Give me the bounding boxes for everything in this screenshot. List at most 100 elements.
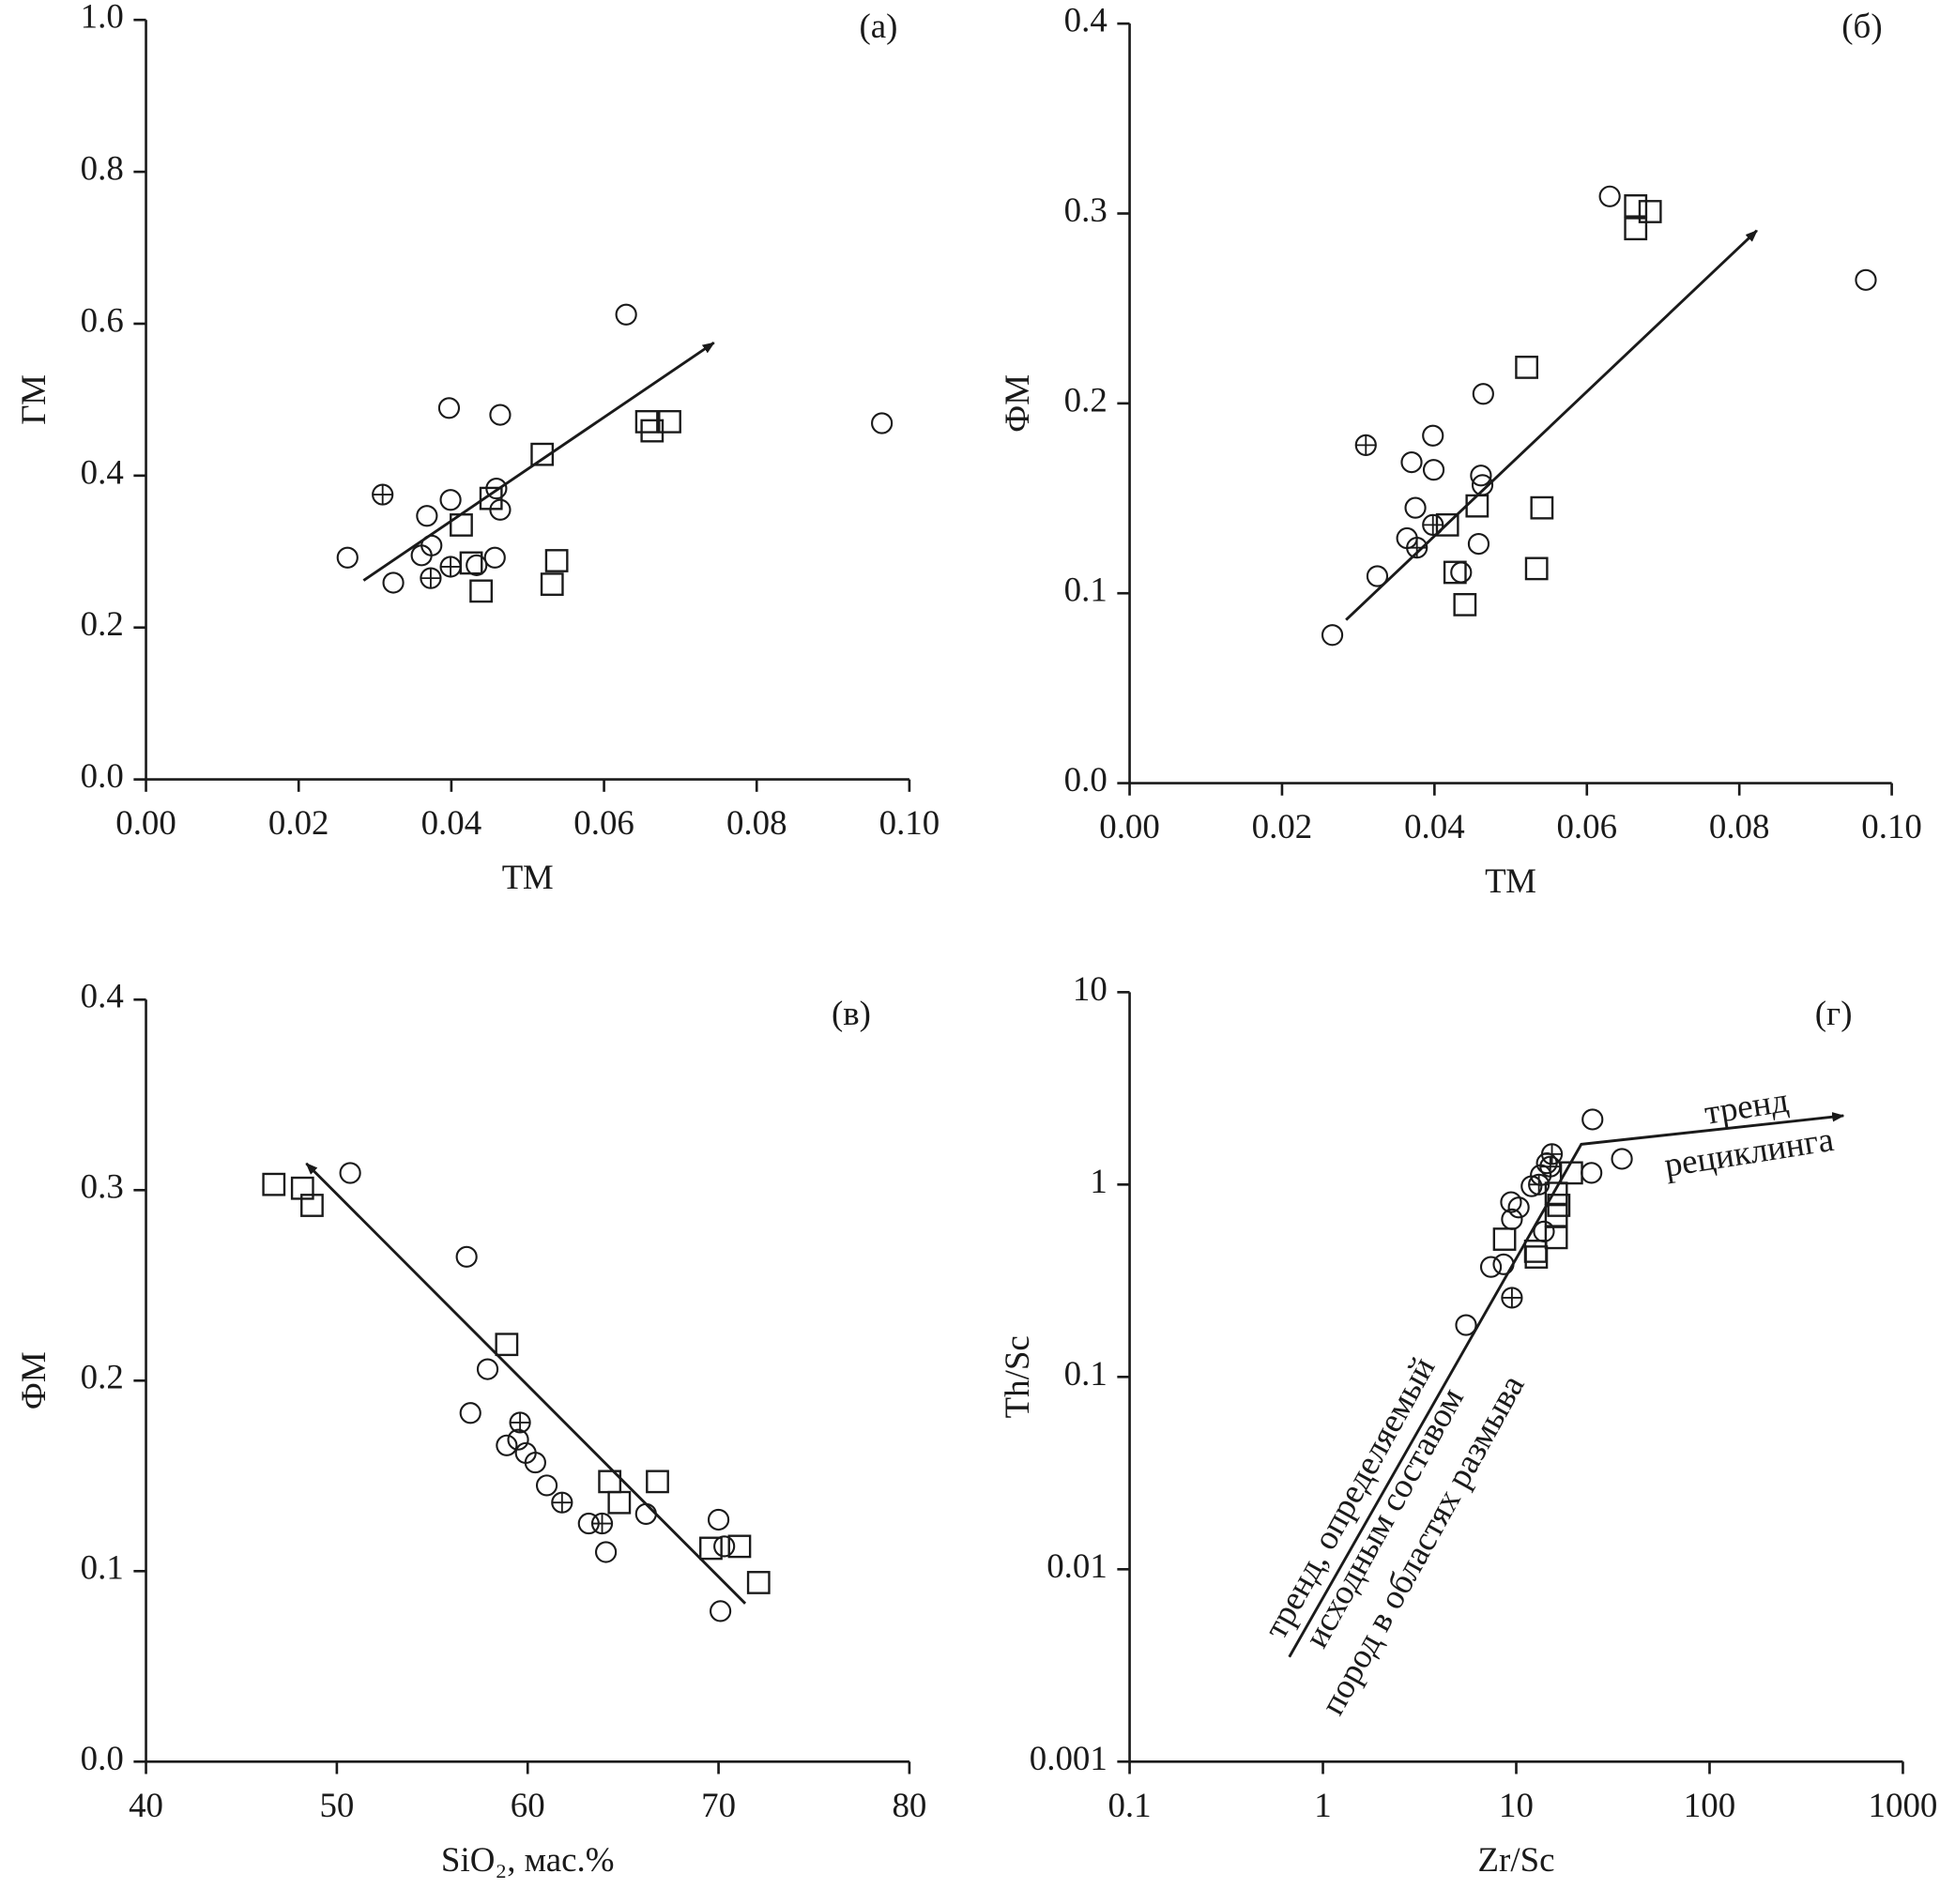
crossed-circle-cross [1540,1156,1561,1177]
square-point [1524,1245,1549,1269]
y-tick-label: 0.4 [1064,1,1107,39]
circle-point [483,546,506,569]
crossed-circle-cross [420,568,441,588]
circle-point [1470,465,1492,487]
x-axis-label: ТМ [1485,861,1536,900]
circle-point [524,1451,546,1474]
panel-label: (г) [1815,994,1853,1033]
crossed-circle-point [1501,1287,1523,1309]
square-point [1443,560,1467,585]
square-point [634,409,659,434]
crossed-circle-point [1354,434,1377,456]
circle-point [1422,459,1445,481]
circle-point [507,1428,529,1451]
x-tick-label: 0.1 [1107,1786,1151,1824]
circle-point [336,546,359,569]
annotation: рециклинга [1661,1120,1836,1184]
square-point [1624,217,1648,241]
circle-point [476,1358,499,1380]
y-tick-label: 0.01 [1046,1546,1107,1585]
x-tick-label: 1000 [1869,1786,1938,1824]
circle-point [1611,1148,1633,1170]
circle-point [871,412,894,434]
circle-point [489,404,512,426]
square-point [699,1536,723,1561]
panel-label: (б) [1841,7,1882,46]
circle-point [1581,1108,1604,1131]
x-axis-label: ТМ [502,858,554,896]
square-point [1435,512,1459,537]
x-tick-label: 0.06 [1556,807,1617,845]
circle-point [1455,1314,1477,1336]
crossed-circle-point [590,1512,614,1535]
trend-arrow [362,342,713,582]
panel-label: (а) [859,7,897,46]
crossed-circle-point [1528,1173,1550,1196]
square-point [450,513,473,537]
circle-point [707,1508,730,1531]
circle-point [1366,565,1389,587]
circle-point [1581,1162,1603,1184]
square-point [479,486,503,510]
y-tick-label: 0.2 [81,1358,124,1396]
trend-arrow [1288,1116,1843,1658]
x-tick-label: 0.04 [1404,807,1465,845]
square-point [1453,592,1477,617]
x-tick-label: 40 [129,1786,163,1824]
y-tick-label: 0.3 [1064,190,1107,229]
panel: 0.00 0.02 0.04 0.06 0.08 0.10 0.0 0.1 0.2 0.3 0.4 Т… [998,1,1922,900]
panel: 0.1 1 10 100 1000 0.001 0.01 0.1 1 10 Zr/Sc Th/Sc (г… [998,969,1937,1879]
square-point [727,1534,752,1559]
square-point [530,442,555,466]
x-tick-label: 0.10 [1861,807,1922,845]
crossed-circle-cross [1407,538,1428,558]
x-tick-label: 100 [1684,1786,1735,1824]
circle-point [455,1245,478,1268]
crossed-circle-cross [1355,434,1376,455]
y-tick-label: 0.4 [81,452,124,491]
circle-point [1479,1256,1503,1278]
square-point [746,1571,771,1594]
square-point [262,1172,286,1196]
trend-arrow [305,1162,747,1605]
x-tick-label: 0.08 [1709,807,1770,845]
circle-point [1507,1196,1530,1219]
square-point [495,1333,519,1357]
crossed-circle-point [439,556,462,578]
circle-point [1422,424,1444,447]
y-axis-label: ФМ [14,1351,53,1409]
square-point [544,549,569,572]
circle-point [339,1162,361,1184]
square-point [640,419,664,443]
y-axis-label: ФМ [998,374,1036,433]
x-axis-label: Zr/Sc [1478,1840,1555,1879]
crossed-circle-cross [1542,1144,1563,1165]
circle-point [634,1502,657,1525]
square-point [646,1470,669,1494]
square-point [1465,494,1489,518]
square-point [540,572,564,596]
x-tick-label: 80 [892,1786,926,1824]
square-point [1559,1161,1583,1185]
crossed-circle-point [1539,1155,1562,1178]
square-point [1544,1181,1568,1206]
x-tick-label: 1 [1314,1786,1331,1824]
y-tick-label: 1 [1090,1162,1107,1200]
square-point [1547,1194,1571,1217]
y-tick-label: 0.1 [1064,571,1107,609]
panel: 40 50 60 70 80 0.0 0.1 0.2 0.3 0.4 SiO₂, мас.% ФМ (в… [14,977,926,1879]
crossed-circle-point [420,567,442,589]
x-tick-label: 0.04 [421,803,482,842]
circle-point [1467,532,1490,556]
square-point [300,1194,324,1217]
y-tick-label: 0.2 [81,604,124,643]
y-tick-label: 0.0 [81,756,124,795]
crossed-circle-point [372,483,394,506]
circle-point [466,554,488,576]
circle-point [713,1535,736,1558]
square-point [1544,1226,1568,1250]
x-tick-label: 0.00 [115,803,176,842]
panel-label: (в) [832,994,871,1033]
circle-point [1321,624,1344,647]
